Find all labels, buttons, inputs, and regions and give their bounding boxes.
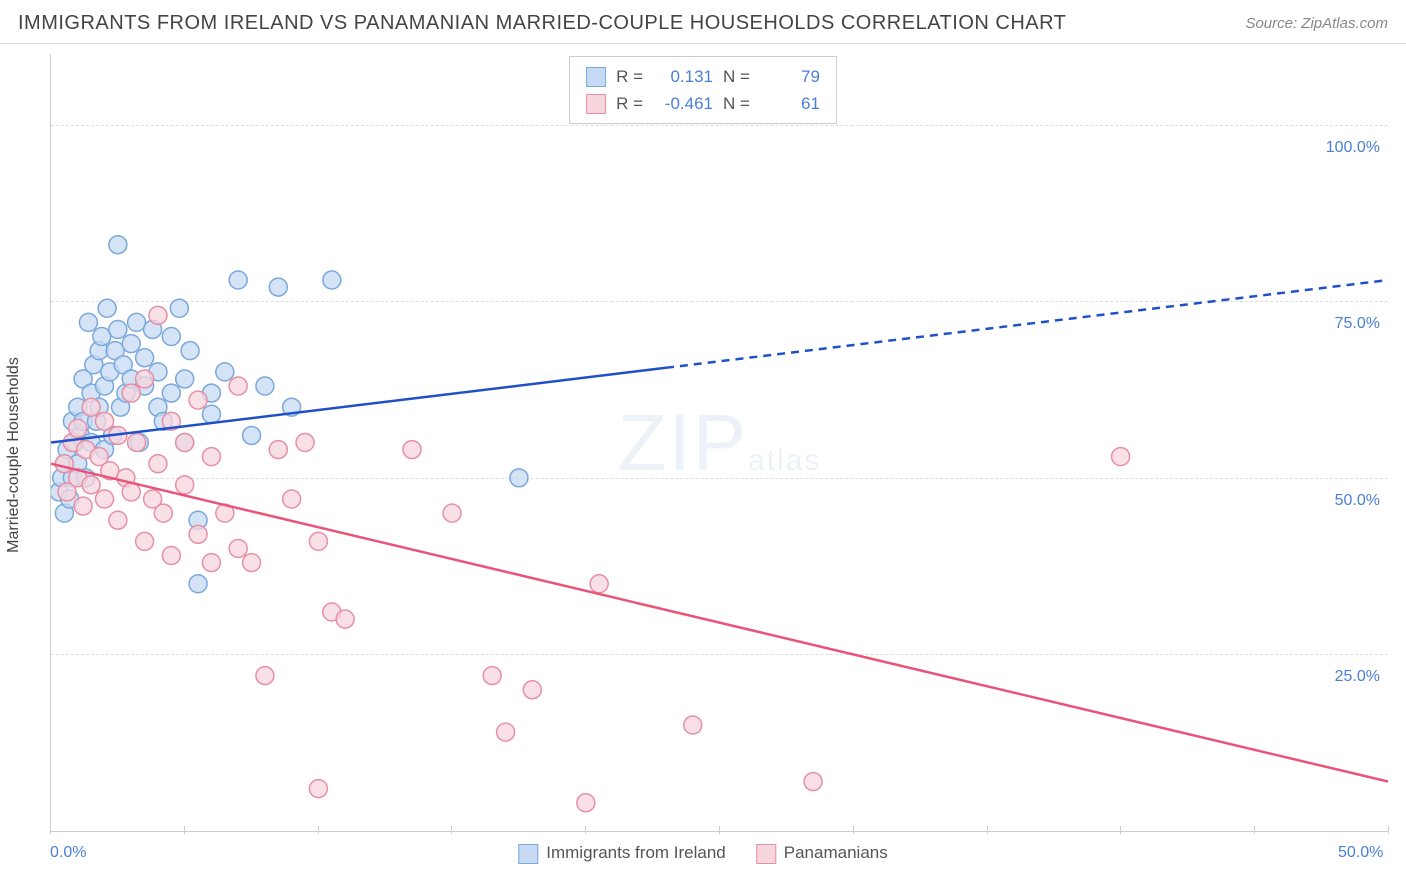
data-point — [162, 328, 180, 346]
data-point — [510, 469, 528, 487]
data-point — [309, 532, 327, 550]
data-point — [79, 313, 97, 331]
n-value-2: 61 — [760, 90, 820, 117]
data-point — [109, 236, 127, 254]
data-point — [176, 434, 194, 452]
legend-swatch-1 — [518, 844, 538, 864]
legend-swatch-blue — [586, 67, 606, 87]
data-point — [74, 497, 92, 515]
data-point — [181, 342, 199, 360]
legend-label-1: Immigrants from Ireland — [546, 843, 726, 862]
data-point — [95, 490, 113, 508]
data-point — [122, 483, 140, 501]
data-point — [497, 723, 515, 741]
data-point — [216, 363, 234, 381]
data-point — [443, 504, 461, 522]
scatter-svg — [51, 54, 1388, 831]
x-tick-label: 0.0% — [50, 844, 86, 862]
data-point — [243, 554, 261, 572]
legend-stats: R = 0.131 N = 79 R = -0.461 N = 61 — [569, 56, 837, 124]
data-point — [122, 335, 140, 353]
data-point — [162, 547, 180, 565]
data-point — [82, 398, 100, 416]
data-point — [684, 716, 702, 734]
data-point — [296, 434, 314, 452]
data-point — [256, 377, 274, 395]
legend-item-1: Immigrants from Ireland — [518, 843, 726, 864]
data-point — [176, 476, 194, 494]
legend-item-2: Panamanians — [756, 843, 888, 864]
r-value-1: 0.131 — [653, 63, 713, 90]
r-label-1: R = — [616, 63, 643, 90]
plot-area: ZIPatlas 25.0%50.0%75.0%100.0% — [50, 54, 1388, 832]
legend-stats-row-2: R = -0.461 N = 61 — [586, 90, 820, 117]
data-point — [202, 554, 220, 572]
data-point — [128, 434, 146, 452]
data-point — [243, 426, 261, 444]
data-point — [109, 511, 127, 529]
data-point — [176, 370, 194, 388]
data-point — [229, 377, 247, 395]
data-point — [189, 575, 207, 593]
data-point — [128, 313, 146, 331]
data-point — [523, 681, 541, 699]
trend-line-dashed — [666, 280, 1388, 368]
data-point — [136, 349, 154, 367]
data-point — [136, 370, 154, 388]
legend-swatch-pink — [586, 94, 606, 114]
x-tick-label: 50.0% — [1338, 844, 1383, 862]
data-point — [483, 667, 501, 685]
legend-swatch-2 — [756, 844, 776, 864]
trend-line — [51, 464, 1388, 782]
legend-label-2: Panamanians — [784, 843, 888, 862]
data-point — [229, 271, 247, 289]
legend-stats-row-1: R = 0.131 N = 79 — [586, 63, 820, 90]
y-axis-title: Married-couple Households — [5, 357, 23, 553]
n-value-1: 79 — [760, 63, 820, 90]
data-point — [98, 299, 116, 317]
n-label-1: N = — [723, 63, 750, 90]
chart-title: IMMIGRANTS FROM IRELAND VS PANAMANIAN MA… — [18, 12, 1066, 35]
data-point — [189, 525, 207, 543]
data-point — [1112, 448, 1130, 466]
data-point — [149, 455, 167, 473]
r-label-2: R = — [616, 90, 643, 117]
data-point — [189, 391, 207, 409]
data-point — [256, 667, 274, 685]
data-point — [202, 405, 220, 423]
data-point — [122, 384, 140, 402]
data-point — [323, 271, 341, 289]
data-point — [590, 575, 608, 593]
x-tick — [1388, 826, 1389, 834]
data-point — [804, 773, 822, 791]
data-point — [154, 504, 172, 522]
data-point — [336, 610, 354, 628]
data-point — [55, 455, 73, 473]
data-point — [202, 448, 220, 466]
data-point — [93, 328, 111, 346]
data-point — [309, 780, 327, 798]
data-point — [149, 306, 167, 324]
data-point — [403, 441, 421, 459]
data-point — [82, 476, 100, 494]
data-point — [577, 794, 595, 812]
chart-source: Source: ZipAtlas.com — [1245, 15, 1388, 32]
data-point — [162, 384, 180, 402]
data-point — [170, 299, 188, 317]
data-point — [269, 278, 287, 296]
data-point — [283, 490, 301, 508]
r-value-2: -0.461 — [653, 90, 713, 117]
legend-series: Immigrants from Ireland Panamanians — [518, 843, 887, 864]
data-point — [95, 412, 113, 430]
data-point — [229, 539, 247, 557]
data-point — [269, 441, 287, 459]
n-label-2: N = — [723, 90, 750, 117]
data-point — [136, 532, 154, 550]
data-point — [69, 419, 87, 437]
data-point — [109, 320, 127, 338]
chart-header: IMMIGRANTS FROM IRELAND VS PANAMANIAN MA… — [0, 0, 1406, 44]
